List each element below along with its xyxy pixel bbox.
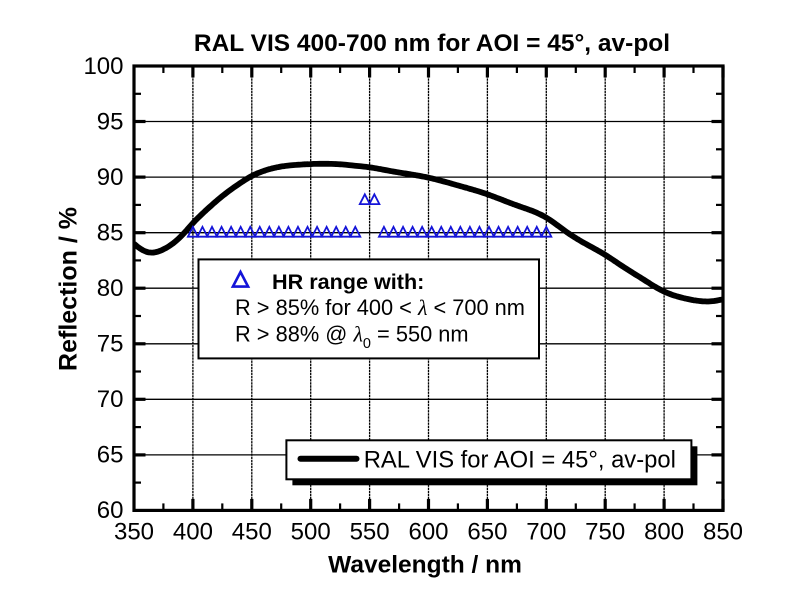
svg-text:85: 85: [97, 220, 124, 247]
svg-text:HR range with:: HR range with:: [272, 269, 424, 294]
svg-text:350: 350: [114, 519, 154, 546]
svg-text:70: 70: [97, 386, 124, 413]
svg-text:90: 90: [97, 164, 124, 191]
svg-text:400: 400: [173, 519, 213, 546]
svg-text:100: 100: [83, 53, 123, 80]
svg-text:R > 85% for 400 < λ < 700 nm: R > 85% for 400 < λ < 700 nm: [235, 295, 525, 320]
svg-text:850: 850: [703, 519, 743, 546]
svg-text:550: 550: [350, 519, 390, 546]
svg-text:RAL VIS 400-700 nm for AOI = 4: RAL VIS 400-700 nm for AOI = 45°, av-pol: [194, 30, 670, 57]
svg-text:60: 60: [97, 497, 124, 524]
svg-text:800: 800: [644, 519, 684, 546]
svg-text:500: 500: [291, 519, 331, 546]
svg-text:Reflection / %: Reflection / %: [55, 207, 83, 371]
svg-text:600: 600: [408, 519, 448, 546]
svg-text:95: 95: [97, 108, 124, 135]
svg-text:450: 450: [232, 519, 272, 546]
svg-text:Wavelength / nm: Wavelength / nm: [328, 552, 522, 579]
svg-text:RAL VIS for AOI = 45°, av-pol: RAL VIS for AOI = 45°, av-pol: [364, 446, 676, 473]
svg-text:65: 65: [97, 442, 124, 469]
svg-text:650: 650: [467, 519, 507, 546]
svg-text:700: 700: [526, 519, 566, 546]
svg-text:75: 75: [97, 331, 124, 358]
svg-text:750: 750: [585, 519, 625, 546]
svg-text:80: 80: [97, 275, 124, 302]
